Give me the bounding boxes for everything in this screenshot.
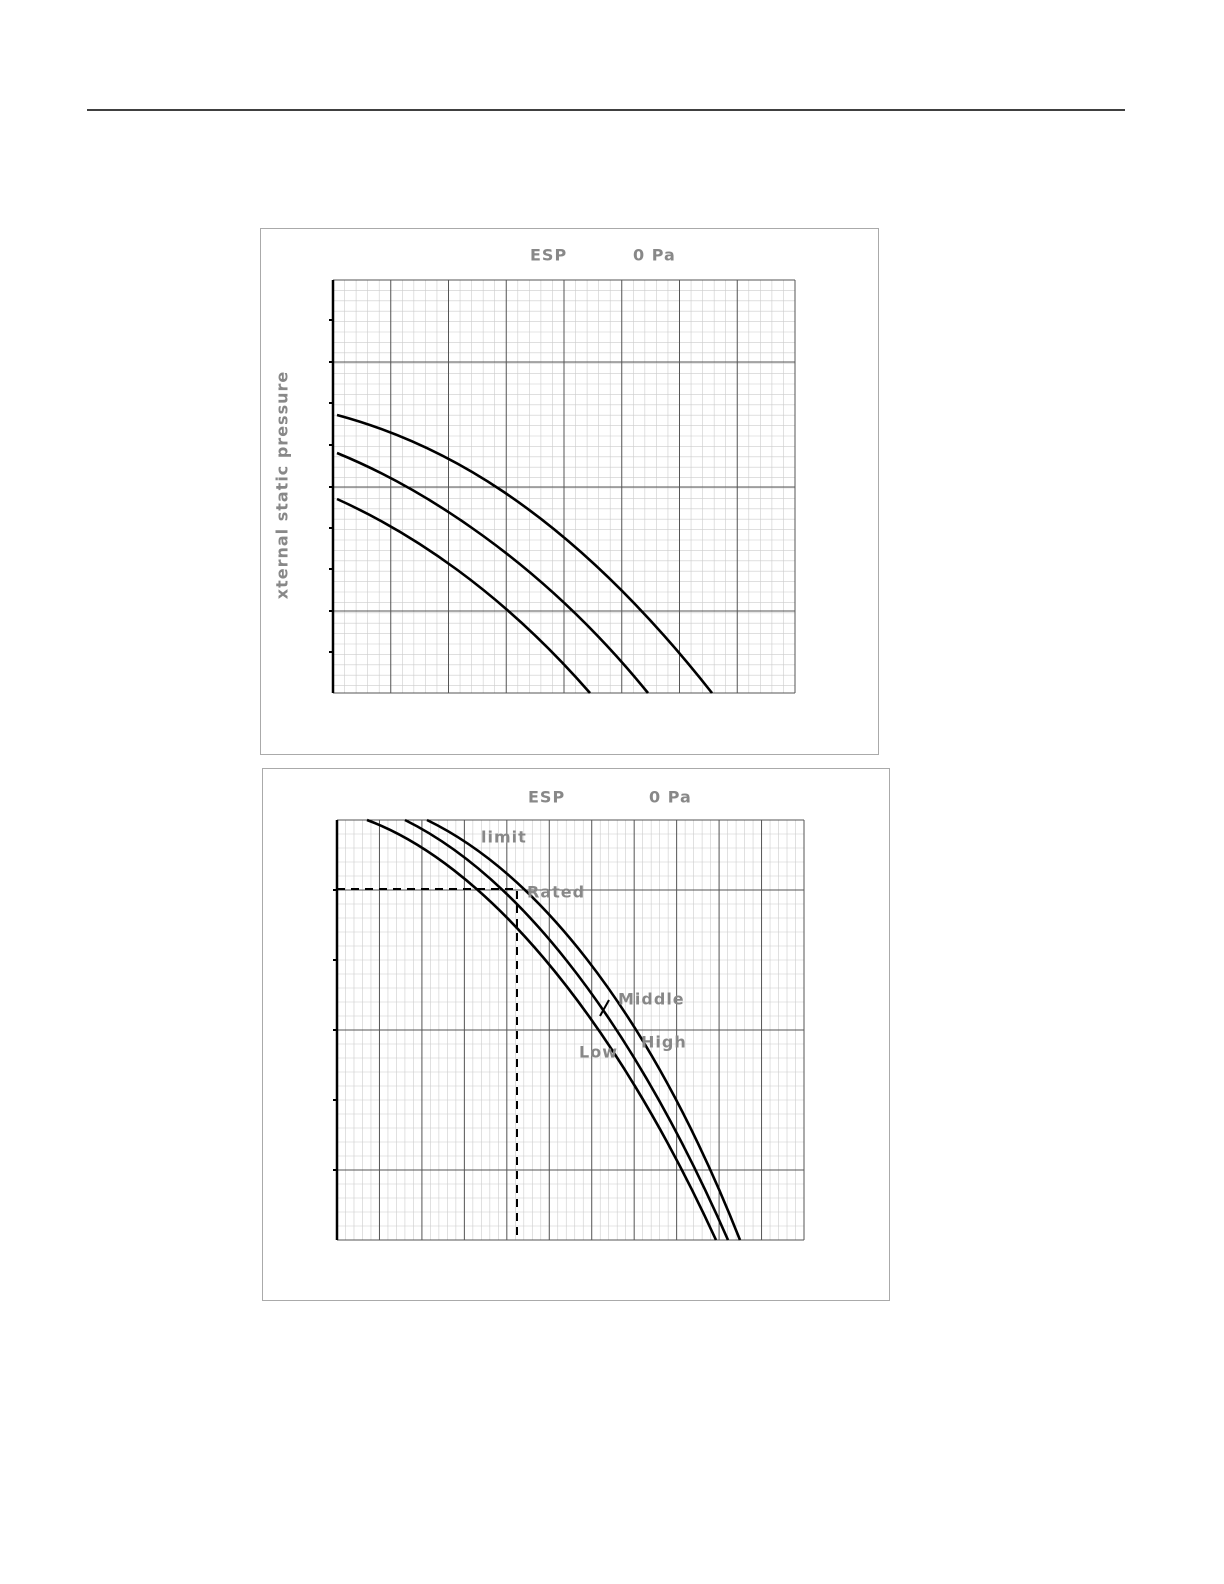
curve-label: Rated <box>527 883 585 902</box>
curve <box>336 413 714 694</box>
curve-low <box>366 818 718 1241</box>
curve-middle <box>404 818 730 1241</box>
curve <box>336 451 650 694</box>
curve <box>336 497 591 694</box>
chart-title: ESP <box>530 246 567 265</box>
y-axis-label: xternal static pressure <box>273 371 292 599</box>
chart-title-value: 0 Pa <box>633 246 676 265</box>
curve-label: Low <box>579 1043 618 1062</box>
chart-frame <box>260 228 879 755</box>
grid <box>329 279 796 694</box>
chart-title-value: 0 Pa <box>649 788 692 807</box>
rated-guide <box>337 888 518 1240</box>
curve-high <box>426 818 742 1241</box>
chart-frame <box>262 768 890 1301</box>
curve-label: Middle <box>618 990 685 1009</box>
chart-title: ESP <box>528 788 565 807</box>
curve-label: High <box>641 1033 687 1052</box>
leader <box>599 999 610 1017</box>
curve-label: limit <box>481 828 527 847</box>
